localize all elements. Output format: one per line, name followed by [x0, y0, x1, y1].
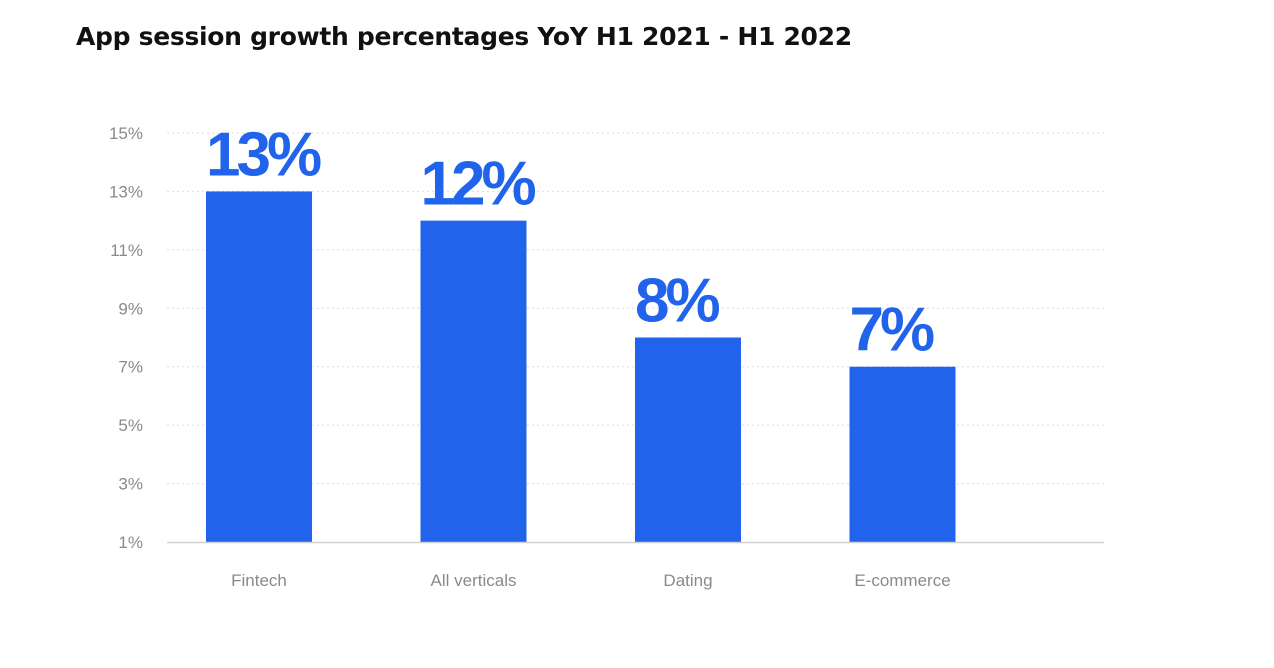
data-label: 8% [635, 267, 719, 336]
bar [849, 366, 956, 542]
bar [420, 220, 527, 542]
x-axis-categories: Fintech All verticals Dating E-commerce [231, 571, 951, 590]
y-tick-label: 5% [118, 416, 143, 435]
y-tick-label: 11% [110, 241, 143, 260]
bars [206, 191, 956, 542]
y-tick-label: 9% [118, 299, 143, 318]
x-category-label: Fintech [231, 571, 287, 590]
data-label: 7% [850, 296, 934, 365]
y-axis-ticks: 1% 3% 5% 7% 9% 11% 13% 15% [109, 124, 143, 552]
y-tick-label: 13% [109, 182, 143, 201]
bar [206, 191, 312, 542]
chart-title: App session growth percentages YoY H1 20… [76, 22, 852, 51]
y-tick-label: 7% [118, 358, 143, 377]
bar [635, 337, 741, 542]
x-category-label: All verticals [431, 571, 517, 590]
data-label: 13% [206, 120, 321, 189]
x-category-label: Dating [663, 571, 712, 590]
data-labels: 13% 12% 8% 7% [206, 120, 938, 365]
x-category-label: E-commerce [854, 571, 950, 590]
y-tick-label: 3% [118, 475, 143, 494]
y-tick-label: 1% [118, 533, 143, 552]
y-tick-label: 15% [109, 124, 143, 143]
data-label: 12% [421, 150, 536, 219]
